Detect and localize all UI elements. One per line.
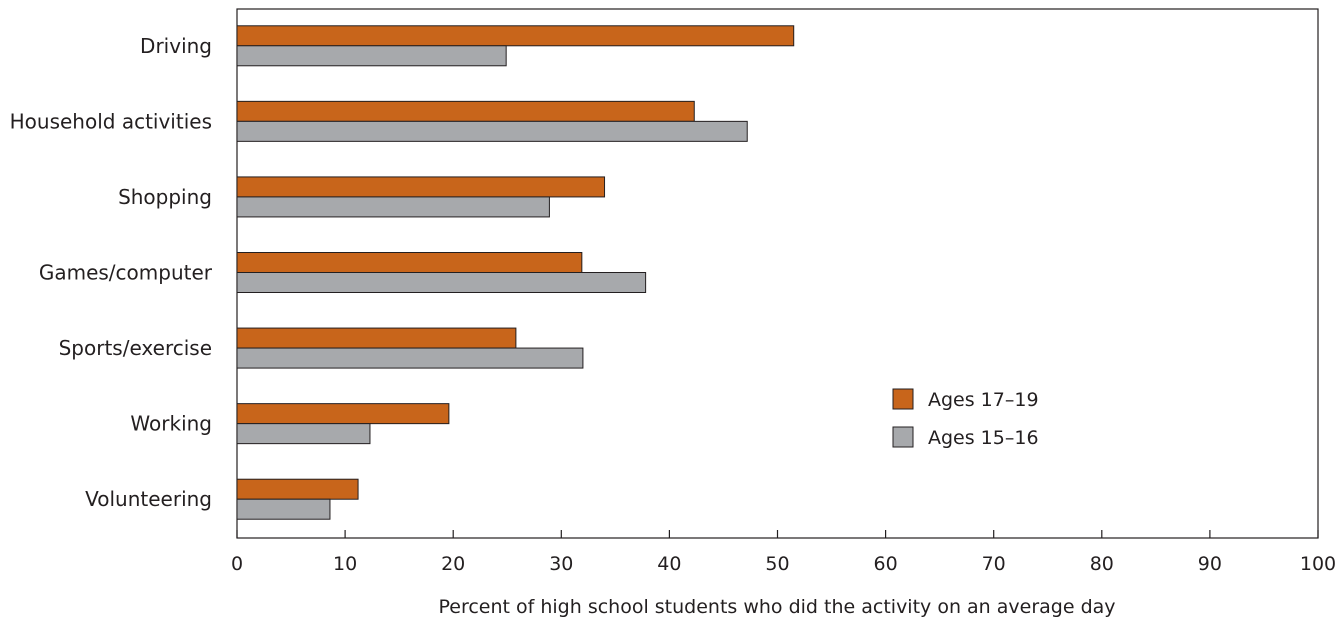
bar-ages-17-19: [236, 176, 606, 198]
category-label: Volunteering: [85, 487, 212, 511]
category-label: Games/computer: [39, 261, 213, 285]
x-tick-label: 100: [1300, 553, 1336, 575]
x-tick-label: 10: [333, 553, 357, 575]
x-tick-label: 20: [441, 553, 465, 575]
legend: Ages 17–19 Ages 15–16: [892, 388, 1039, 449]
category-label: Working: [130, 412, 212, 436]
legend-swatch: [892, 426, 914, 448]
bar-ages-17-19: [236, 478, 359, 500]
bar-ages-17-19: [236, 252, 583, 273]
x-tick-label: 70: [982, 553, 1006, 575]
bar-ages-15-16: [236, 498, 331, 520]
legend-label: Ages 17–19: [928, 389, 1039, 411]
bar-ages-15-16: [236, 272, 647, 293]
category-labels: Driving Household activities Shopping Games…: [10, 34, 213, 511]
x-tick-label: 30: [549, 553, 573, 575]
bar-ages-15-16: [236, 196, 550, 218]
bar-ages-15-16: [236, 423, 371, 445]
x-tick-label: 50: [765, 553, 789, 575]
x-tick-label: 80: [1090, 553, 1114, 575]
x-tick-label: 60: [874, 553, 898, 575]
category-label: Shopping: [118, 185, 212, 209]
bar-ages-17-19: [236, 327, 517, 349]
bars-group: [236, 25, 795, 520]
category-label: Driving: [140, 34, 212, 58]
x-tick-label: 90: [1198, 553, 1222, 575]
category-label: Household activities: [10, 109, 212, 133]
bar-ages-17-19: [236, 25, 795, 47]
bar-ages-17-19: [236, 403, 450, 425]
x-tick-label: 40: [657, 553, 681, 575]
bar-ages-15-16: [236, 120, 748, 142]
x-axis-ticks: 0 10 20 30 40 50 60 70 80 90 100: [231, 530, 1336, 575]
legend-swatch: [892, 388, 914, 410]
x-tick-label: 0: [231, 553, 243, 575]
category-label: Sports/exercise: [59, 336, 212, 360]
bar-ages-17-19: [236, 100, 695, 122]
bar-ages-15-16: [236, 45, 507, 67]
bar-ages-15-16: [236, 347, 584, 369]
x-axis-title: Percent of high school students who did …: [438, 596, 1115, 618]
legend-label: Ages 15–16: [928, 427, 1039, 449]
